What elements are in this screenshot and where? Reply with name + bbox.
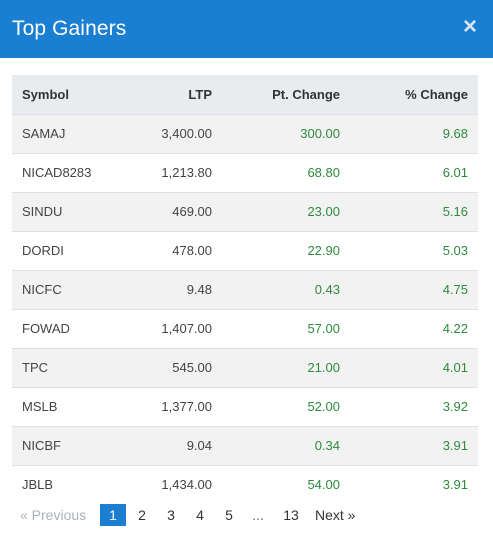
cell-pct-change: 4.75 xyxy=(442,282,468,297)
modal-title: Top Gainers xyxy=(12,17,127,40)
cell-ltp: 3,400.00 xyxy=(161,126,212,141)
cell-ltp: 1,377.00 xyxy=(161,399,212,414)
cell-symbol: DORDI xyxy=(22,243,64,258)
table-row[interactable]: TPC 545.00 21.00 4.01 xyxy=(12,348,478,387)
modal-header: Top Gainers × xyxy=(0,0,493,58)
cell-symbol: NICAD8283 xyxy=(22,165,92,180)
cell-pt-change: 57.00 xyxy=(307,321,340,336)
page-button-4[interactable]: 4 xyxy=(196,507,204,523)
cell-ltp: 1,407.00 xyxy=(161,321,212,336)
table-row[interactable]: NICFC 9.48 0.43 4.75 xyxy=(12,270,478,309)
cell-pct-change: 4.01 xyxy=(442,360,468,375)
cell-symbol: SINDU xyxy=(22,204,63,219)
pagination: « Previous 1 2 3 4 5 ... 13 Next » xyxy=(12,503,363,527)
column-header-ltp[interactable]: LTP xyxy=(188,86,212,102)
cell-pt-change: 54.00 xyxy=(307,477,340,493)
cell-pt-change: 21.00 xyxy=(307,360,340,375)
table-row[interactable]: SAMAJ 3,400.00 300.00 9.68 xyxy=(12,114,478,153)
table-row[interactable]: DORDI 478.00 22.90 5.03 xyxy=(12,231,478,270)
cell-symbol: FOWAD xyxy=(22,321,70,336)
page-button-1[interactable]: 1 xyxy=(100,504,126,526)
column-header-symbol[interactable]: Symbol xyxy=(22,86,69,102)
cell-pct-change: 5.16 xyxy=(442,204,468,219)
table-row[interactable]: MSLB 1,377.00 52.00 3.92 xyxy=(12,387,478,426)
previous-page-button[interactable]: « Previous xyxy=(20,507,87,523)
cell-pt-change: 0.34 xyxy=(314,438,340,453)
table-header-row: Symbol LTP Pt. Change % Change xyxy=(12,75,478,114)
cell-symbol: NICBF xyxy=(22,438,61,453)
page-button-13[interactable]: 13 xyxy=(283,507,299,523)
page-button-2[interactable]: 2 xyxy=(138,507,146,523)
table-row[interactable]: JBLB 1,434.00 54.00 3.91 xyxy=(12,465,478,504)
next-page-button[interactable]: Next » xyxy=(315,507,356,523)
cell-ltp: 1,434.00 xyxy=(161,477,212,493)
cell-symbol: TPC xyxy=(22,360,48,375)
cell-symbol: NICFC xyxy=(22,282,62,297)
cell-pct-change: 5.03 xyxy=(442,243,468,258)
cell-pct-change: 3.91 xyxy=(442,438,468,453)
cell-pct-change: 6.01 xyxy=(442,165,468,180)
cell-pct-change: 9.68 xyxy=(442,126,468,141)
table-row[interactable]: NICAD8283 1,213.80 68.80 6.01 xyxy=(12,153,478,192)
page-ellipsis: ... xyxy=(252,507,264,523)
cell-pt-change: 52.00 xyxy=(307,399,340,414)
cell-ltp: 9.04 xyxy=(186,438,212,453)
cell-pt-change: 68.80 xyxy=(307,165,340,180)
cell-ltp: 9.48 xyxy=(186,282,212,297)
cell-pct-change: 4.22 xyxy=(442,321,468,336)
close-icon[interactable]: × xyxy=(462,13,477,40)
cell-ltp: 545.00 xyxy=(172,360,212,375)
cell-pt-change: 22.90 xyxy=(307,243,340,258)
table-row[interactable]: FOWAD 1,407.00 57.00 4.22 xyxy=(12,309,478,348)
cell-ltp: 469.00 xyxy=(172,204,212,219)
cell-symbol: JBLB xyxy=(22,477,54,493)
gainers-table: Symbol LTP Pt. Change % Change SAMAJ 3,40… xyxy=(12,75,478,504)
cell-pt-change: 0.43 xyxy=(314,282,340,297)
cell-symbol: SAMAJ xyxy=(22,126,66,141)
gainers-table-container: Symbol LTP Pt. Change % Change SAMAJ 3,40… xyxy=(12,75,478,504)
cell-pct-change: 3.91 xyxy=(442,477,468,493)
column-header-pct-change[interactable]: % Change xyxy=(405,86,468,102)
table-row[interactable]: SINDU 469.00 23.00 5.16 xyxy=(12,192,478,231)
cell-symbol: MSLB xyxy=(22,399,58,414)
cell-ltp: 1,213.80 xyxy=(161,165,212,180)
cell-pt-change: 300.00 xyxy=(300,126,340,141)
cell-pt-change: 23.00 xyxy=(307,204,340,219)
table-row[interactable]: NICBF 9.04 0.34 3.91 xyxy=(12,426,478,465)
table-body: SAMAJ 3,400.00 300.00 9.68 NICAD8283 1,213.80… xyxy=(12,114,478,504)
cell-ltp: 478.00 xyxy=(172,243,212,258)
cell-pct-change: 3.92 xyxy=(442,399,468,414)
page-button-5[interactable]: 5 xyxy=(225,507,233,523)
column-header-pt-change[interactable]: Pt. Change xyxy=(272,86,340,102)
page-button-3[interactable]: 3 xyxy=(167,507,175,523)
